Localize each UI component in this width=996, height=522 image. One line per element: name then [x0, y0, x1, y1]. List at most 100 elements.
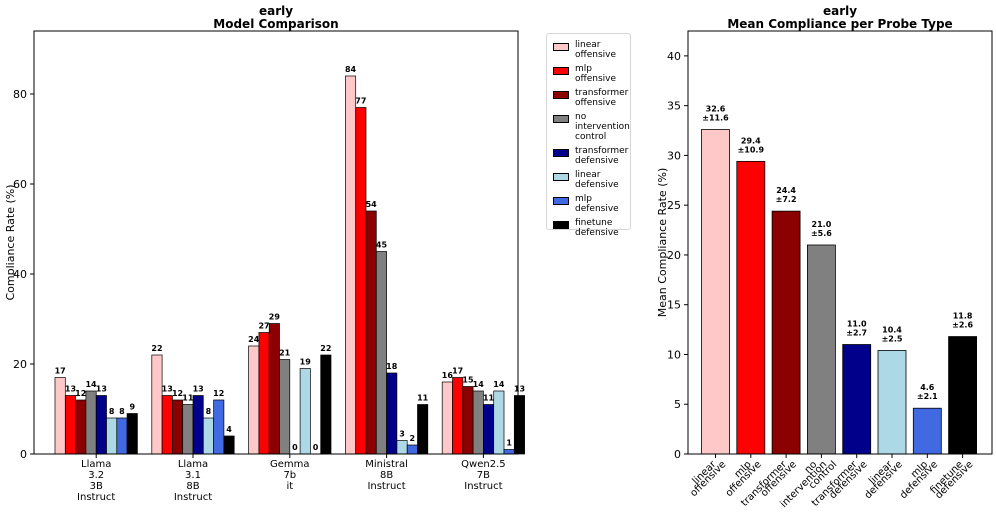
bar — [452, 377, 464, 455]
legend-label-line: mlp — [575, 64, 592, 74]
bar — [345, 75, 357, 455]
bar-value-label: 12 — [213, 389, 224, 398]
legend-swatch — [553, 173, 569, 181]
x-tick-label: 7b — [283, 470, 296, 481]
bar-mean-label: 21.0 — [812, 220, 832, 229]
right-chart-supertitle: early — [823, 4, 857, 18]
legend: linear offensive mlp offensive transformer of… — [546, 33, 631, 238]
bar — [182, 404, 194, 455]
bar — [386, 372, 398, 455]
bar-value-label: 14 — [493, 380, 505, 389]
bar — [462, 386, 474, 455]
bar — [320, 354, 332, 455]
bar-error-label: ±2.6 — [952, 321, 973, 330]
bar-value-label: 17 — [452, 367, 463, 376]
bar-mean-label: 24.4 — [776, 186, 796, 195]
bar-value-label: 21 — [279, 349, 291, 358]
bar-value-label: 16 — [442, 371, 454, 380]
x-tick-label: Qwen2.5 — [461, 459, 505, 470]
x-tick-label: 3B — [90, 481, 103, 492]
legend-label: transformer offensive — [575, 88, 635, 108]
bar — [223, 435, 235, 455]
legend-item: finetune defensive — [553, 218, 635, 238]
bar-mean-label: 11.0 — [847, 320, 867, 329]
bar-value-label: 18 — [386, 362, 398, 371]
x-tick-label: Instruct — [464, 481, 502, 492]
bar-value-label: 54 — [366, 200, 378, 209]
bar-value-label: 1 — [506, 439, 512, 448]
legend-swatch — [553, 115, 569, 123]
bar-value-label: 9 — [129, 403, 135, 412]
bar — [95, 395, 107, 455]
y-tick-label: 35 — [667, 100, 681, 113]
legend-label-line: finetune — [575, 218, 613, 228]
bar-error-label: ±10.9 — [738, 145, 765, 154]
legend-item: mlp offensive — [553, 64, 635, 84]
bar-value-label: 13 — [514, 385, 525, 394]
bar-value-label: 27 — [258, 322, 269, 331]
bar — [75, 399, 87, 455]
bar — [268, 323, 280, 455]
bar — [441, 381, 453, 455]
bar — [106, 417, 118, 455]
legend-label: mlp defensive — [575, 194, 635, 214]
y-tick-label: 60 — [13, 178, 27, 191]
bar — [365, 210, 377, 455]
right-y-axis-label: Mean Compliance Rate (%) — [656, 168, 669, 317]
bar — [493, 390, 505, 455]
bar-value-label: 29 — [269, 313, 281, 322]
y-tick-label: 30 — [667, 149, 681, 162]
bar-value-label: 11 — [182, 394, 194, 403]
bar-value-label: 15 — [462, 376, 474, 385]
x-tick-label: Llama — [178, 459, 208, 470]
bar-error-label: ±2.1 — [917, 392, 938, 401]
legend-label-line: transformer — [575, 146, 629, 156]
legend-label-line: intervention — [575, 122, 630, 132]
bar-error-label: ±2.7 — [846, 329, 867, 338]
bar-mean-label: 29.4 — [741, 136, 761, 145]
bar — [54, 377, 66, 455]
bar-mean-label: 11.8 — [953, 312, 973, 321]
bar-mean-label: 10.4 — [882, 325, 902, 334]
bar — [396, 440, 408, 455]
legend-swatch — [553, 67, 569, 75]
bar — [258, 332, 270, 455]
x-tick-label: 3.1 — [185, 470, 201, 481]
legend-label-line: defensive — [575, 156, 619, 166]
bar-value-label: 12 — [172, 389, 183, 398]
y-tick-label: 20 — [13, 358, 27, 371]
bar-value-label: 19 — [300, 358, 312, 367]
bar-value-label: 22 — [151, 344, 162, 353]
left-chart-title: Model Comparison — [213, 17, 338, 31]
legend-label: no intervention control — [575, 112, 635, 142]
x-tick-label: 8B — [380, 470, 393, 481]
legend-label-line: mlp — [575, 194, 592, 204]
legend-swatch — [553, 221, 569, 229]
bar — [513, 395, 525, 455]
legend-item: linear offensive — [553, 40, 635, 60]
left-y-axis-label: Compliance Rate (%) — [4, 185, 17, 301]
bar — [417, 404, 429, 455]
bar-value-label: 77 — [355, 97, 366, 106]
x-tick-label: Instruct — [367, 481, 405, 492]
x-tick-label: Instruct — [174, 492, 212, 503]
legend-label-line: offensive — [575, 50, 617, 60]
bar-value-label: 0 — [313, 443, 319, 452]
y-tick-label: 0 — [674, 448, 681, 461]
bar — [483, 404, 495, 455]
bar — [85, 390, 97, 455]
legend-label: transformer defensive — [575, 146, 635, 166]
legend-label-line: transformer — [575, 88, 629, 98]
bar — [771, 210, 801, 455]
legend-swatch — [553, 43, 569, 51]
bar-value-label: 12 — [75, 389, 86, 398]
legend-label-line: defensive — [575, 180, 619, 190]
bar-value-label: 3 — [399, 430, 405, 439]
bar-value-label: 14 — [85, 380, 97, 389]
legend-item: transformer offensive — [553, 88, 635, 108]
legend-item: linear defensive — [553, 170, 635, 190]
bar-error-label: ±7.2 — [776, 195, 797, 204]
legend-label: finetune defensive — [575, 218, 635, 238]
y-tick-label: 40 — [13, 268, 27, 281]
